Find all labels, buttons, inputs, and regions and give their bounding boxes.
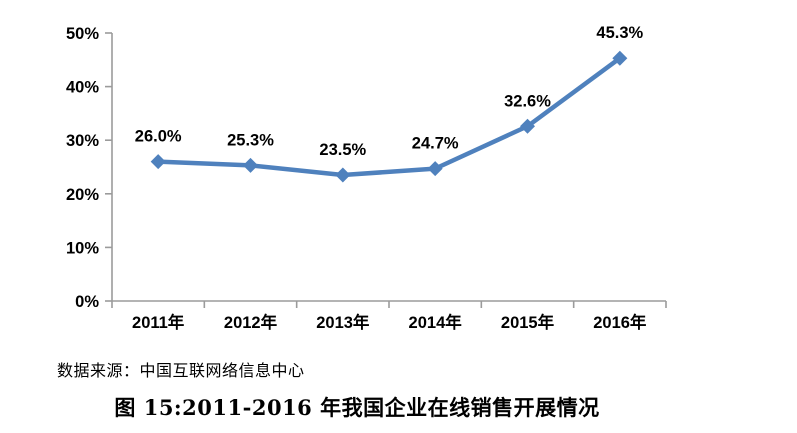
data-point-marker <box>335 167 351 183</box>
data-label: 45.3% <box>596 24 643 42</box>
x-category-label: 2016年 <box>593 312 647 332</box>
data-point-marker <box>520 118 535 134</box>
data-label: 25.3% <box>227 131 274 149</box>
y-tick-label: 30% <box>66 132 99 150</box>
y-tick-label: 20% <box>66 186 99 204</box>
data-label: 24.7% <box>412 135 459 153</box>
data-label: 26.0% <box>135 128 182 146</box>
data-point-marker <box>243 157 258 173</box>
series-line <box>155 55 623 178</box>
data-point-marker <box>427 161 443 177</box>
x-category-label: 2011年 <box>132 312 185 332</box>
y-tick-label: 0% <box>75 293 99 311</box>
x-category-label: 2012年 <box>224 312 278 332</box>
x-category-label: 2014年 <box>409 312 463 332</box>
figure-caption: 图 15:2011-2016 年我国企业在线销售开展情况 <box>114 395 600 420</box>
data-point-marker <box>612 50 628 66</box>
data-source-note: 数据来源：中国互联网络信息中心 <box>57 361 305 380</box>
data-label: 32.6% <box>504 92 551 110</box>
data-point-marker <box>150 154 166 170</box>
x-category-label: 2013年 <box>316 312 370 332</box>
line-chart: 0% 10% 20% 30% 40% 50% 2011年 2012年 2013年 2014年 201… <box>66 24 667 332</box>
y-tick-label: 40% <box>66 79 99 97</box>
y-tick-label: 50% <box>66 25 99 43</box>
data-label: 23.5% <box>319 141 366 159</box>
x-category-label: 2015年 <box>501 312 555 332</box>
y-tick-label: 10% <box>66 239 99 257</box>
